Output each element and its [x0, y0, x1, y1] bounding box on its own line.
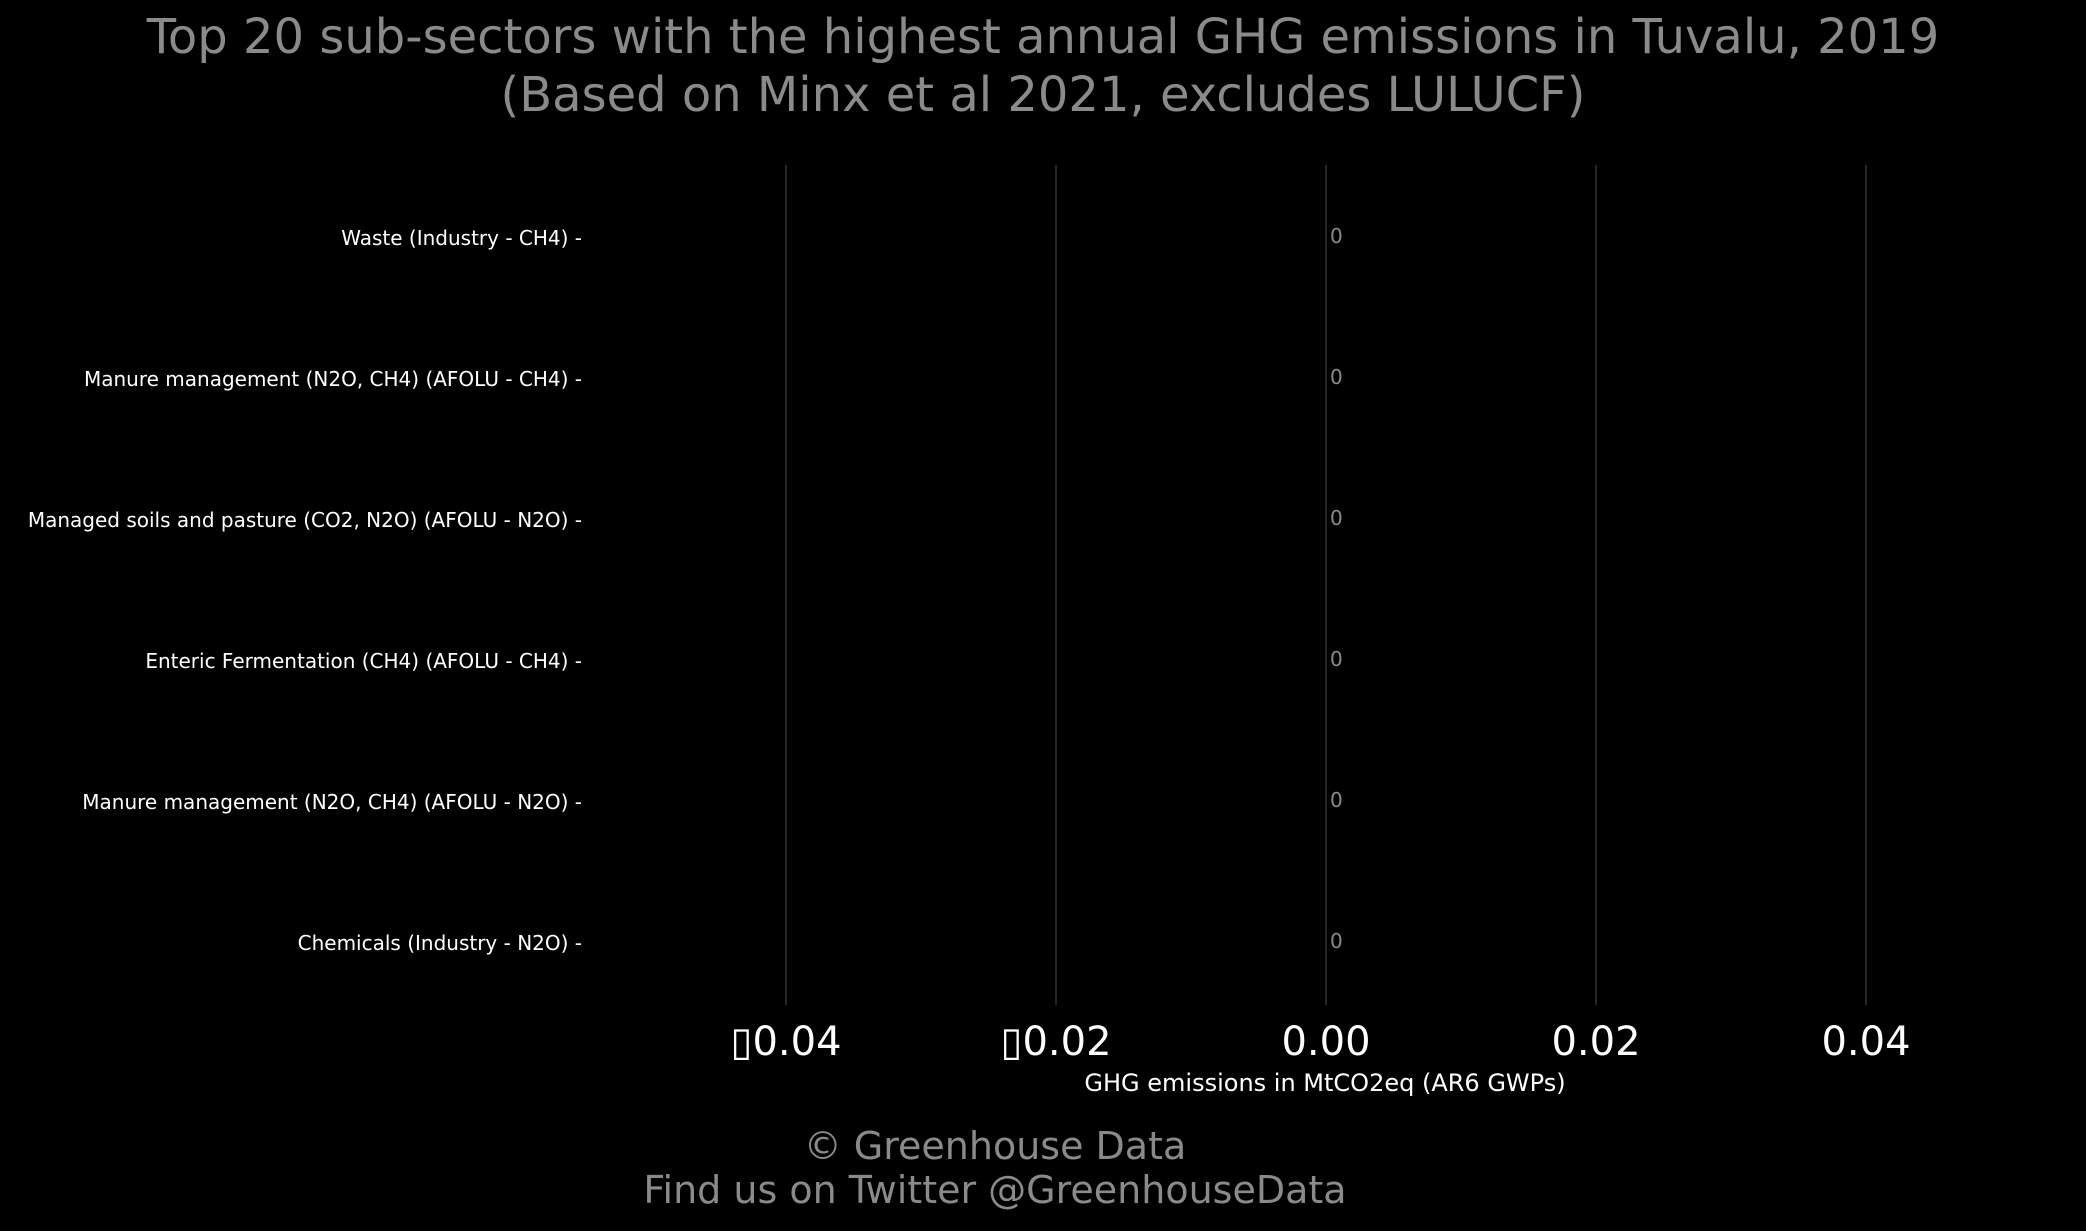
category-label: Managed soils and pasture (CO2, N2O) (AF… — [28, 508, 582, 532]
data-label: 0 — [1330, 506, 1343, 530]
category-labels: Waste (Industry - CH4) - Manure managemen… — [28, 226, 582, 955]
category-label: Manure management (N2O, CH4) (AFOLU - CH… — [84, 367, 582, 391]
x-tick-label: 0.00 — [1281, 1019, 1370, 1065]
x-tick-label: 0.04 — [1821, 1019, 1910, 1065]
data-label: 0 — [1330, 365, 1343, 389]
x-tick-labels: ▯0.04 ▯0.02 0.00 0.02 0.04 — [730, 1019, 1910, 1065]
data-label: 0 — [1330, 929, 1343, 953]
data-label: 0 — [1330, 224, 1343, 248]
x-axis-label: GHG emissions in MtCO2eq (AR6 GWPs) — [1084, 1069, 1565, 1097]
x-tick-label: ▯0.02 — [1000, 1019, 1111, 1065]
grid-lines — [785, 165, 1867, 1005]
data-label: 0 — [1330, 647, 1343, 671]
category-label: Enteric Fermentation (CH4) (AFOLU - CH4)… — [145, 649, 582, 673]
footer: © Greenhouse Data Find us on Twitter @Gr… — [0, 1124, 1990, 1212]
category-label: Manure management (N2O, CH4) (AFOLU - N2… — [82, 790, 582, 814]
x-tick-label: 0.02 — [1551, 1019, 1640, 1065]
footer-copyright: © Greenhouse Data — [803, 1124, 1187, 1168]
data-labels: 0 0 0 0 0 0 — [1330, 224, 1343, 953]
chart-subtitle: (Based on Minx et al 2021, excludes LULU… — [500, 67, 1586, 123]
category-label: Waste (Industry - CH4) - — [341, 226, 582, 250]
category-label: Chemicals (Industry - N2O) - — [298, 931, 582, 955]
footer-twitter: Find us on Twitter @GreenhouseData — [643, 1168, 1347, 1212]
x-tick-label: ▯0.04 — [730, 1019, 841, 1065]
chart-title: Top 20 sub-sectors with the highest annu… — [146, 9, 1940, 65]
chart-title-block: Top 20 sub-sectors with the highest annu… — [0, 8, 2086, 124]
data-label: 0 — [1330, 788, 1343, 812]
